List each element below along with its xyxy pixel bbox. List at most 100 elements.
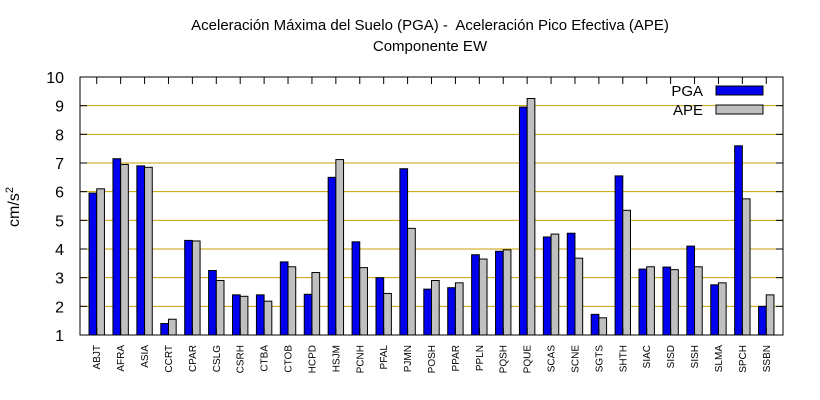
x-tick-label: SPCH: [738, 345, 749, 373]
y-tick-label: 9: [55, 99, 64, 116]
bar-ape: [574, 257, 584, 336]
x-tick-label: SCNE: [570, 345, 581, 373]
bar-ape: [167, 318, 177, 336]
legend: PGA APE: [671, 83, 764, 119]
x-tick-label: SHTH: [618, 345, 629, 372]
legend-label-pga: PGA: [671, 83, 703, 100]
x-tick-label: SLMA: [714, 345, 725, 373]
x-tick-label: HSJM: [331, 345, 342, 372]
bar-pga: [638, 268, 648, 336]
bar-pga: [375, 277, 385, 336]
bar-pga: [566, 232, 576, 336]
bar-pga: [447, 287, 456, 336]
bar-ape: [335, 159, 345, 336]
bar-pga: [614, 175, 624, 336]
grid-lines: [80, 105, 783, 307]
y-tick-label: 2: [55, 299, 64, 316]
legend-label-ape: APE: [673, 102, 703, 119]
x-tick-label: PCNH: [355, 345, 366, 373]
x-tick-label: SGTS: [594, 345, 605, 373]
bar-ape: [263, 300, 273, 336]
bar-pga: [136, 165, 146, 336]
bar-pga: [88, 192, 98, 336]
y-tick-labels: 1 2 3 4 5 6 7 8 9 10: [46, 70, 64, 345]
bar-ape: [144, 166, 153, 336]
x-tick-label: SIAC: [642, 345, 653, 368]
x-tick-label: PJMN: [403, 345, 414, 372]
bar-ape: [96, 188, 105, 336]
bar-pga: [471, 254, 480, 336]
bar-pga: [710, 284, 719, 336]
x-tick-label: CPAR: [188, 345, 199, 372]
bar-ape: [550, 233, 560, 336]
legend-swatch-pga: [715, 85, 764, 96]
bar-pga: [303, 293, 313, 336]
bar-pga: [542, 236, 552, 336]
bar-ape: [478, 258, 488, 336]
bar-ape: [670, 269, 679, 336]
bar-pga: [112, 158, 122, 336]
y-tick-label: 3: [55, 271, 64, 288]
x-tick-label: POSH: [427, 345, 438, 373]
x-tick-labels: ABJT AFRA ASIA CCRT CPAR CSLG CSRH CTBA CTOB HCPD…: [92, 345, 773, 374]
chart-title: Aceleración Máxima del Suelo (PGA) - Ace…: [191, 17, 669, 34]
bar-ape: [191, 240, 201, 336]
x-tick-label: CSLG: [212, 345, 223, 372]
x-tick-label: PQSH: [499, 345, 510, 373]
x-tick-label: CTOB: [284, 345, 295, 373]
bar-ape: [287, 266, 297, 336]
ticks: [80, 76, 783, 336]
y-tick-label: 5: [55, 213, 64, 230]
y-tick-label: 8: [55, 127, 64, 144]
bar-pga: [351, 241, 361, 336]
legend-swatch-ape: [715, 104, 764, 115]
bar-pga: [590, 313, 600, 336]
bar-pga: [423, 288, 432, 336]
bar-pga: [184, 239, 193, 336]
bar-ape: [646, 266, 655, 336]
y-axis-label: cm/s2: [4, 187, 23, 227]
y-tick-label: 10: [46, 70, 64, 87]
x-tick-label: ASIA: [140, 345, 151, 368]
bar-ape: [622, 209, 631, 336]
y-tick-label: 6: [55, 185, 64, 202]
bar-ape: [311, 272, 321, 336]
x-tick-label: PPLN: [475, 345, 486, 371]
chart-subtitle: Componente EW: [372, 38, 488, 55]
bar-pga: [686, 245, 696, 336]
x-tick-label: SSBN: [762, 345, 773, 372]
bar-ape: [407, 227, 416, 336]
bar-ape: [694, 266, 703, 336]
bar-ape: [120, 163, 129, 336]
x-tick-label: CTBA: [260, 345, 271, 372]
bar-ape: [526, 98, 536, 336]
x-tick-label: CSRH: [236, 345, 247, 373]
x-tick-label: SISD: [666, 345, 677, 368]
bar-pga: [327, 176, 337, 336]
bar-pga: [208, 270, 217, 336]
bar-ape: [383, 292, 392, 336]
x-tick-label: HCPD: [307, 345, 318, 373]
y-tick-label: 7: [55, 156, 64, 173]
bar-pga: [518, 106, 528, 336]
bar-pga: [399, 168, 409, 336]
bar-ape: [598, 317, 608, 336]
bar-ape: [359, 267, 368, 336]
x-tick-label: SISH: [690, 345, 701, 368]
x-tick-label: PQUE: [523, 345, 534, 374]
bar-ape: [765, 294, 775, 336]
x-tick-label: SCAS: [547, 345, 558, 373]
bar-pga: [160, 323, 169, 336]
bar-ape: [717, 282, 727, 336]
bar-ape: [502, 249, 512, 336]
bar-pga: [734, 145, 743, 336]
bar-ape: [431, 280, 440, 336]
bar-pga: [232, 294, 241, 336]
y-tick-label: 4: [55, 242, 64, 259]
x-tick-label: AFRA: [116, 345, 127, 372]
chart-title-block: Aceleración Máxima del Suelo (PGA) - Ace…: [0, 15, 820, 57]
x-tick-label: PPAR: [451, 345, 462, 372]
bar-ape: [239, 295, 249, 336]
x-tick-label: CCRT: [164, 345, 175, 373]
